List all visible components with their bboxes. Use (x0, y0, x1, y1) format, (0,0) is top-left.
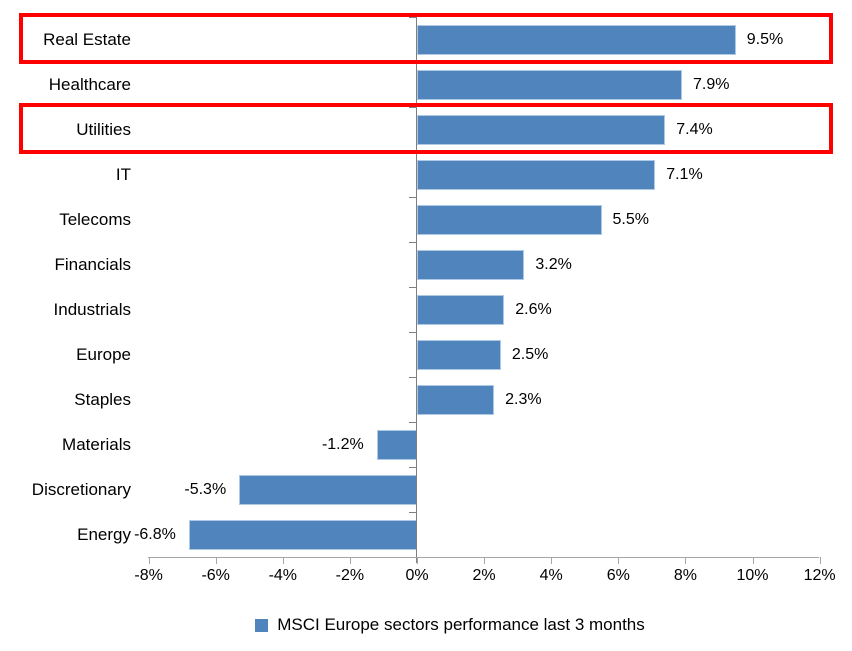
bar-discretionary (239, 474, 417, 505)
value-label-real-estate: 9.5% (746, 31, 784, 48)
value-label-staples: 2.3% (505, 391, 542, 408)
category-label-real-estate: Real Estate (43, 30, 131, 49)
highlight-box-real-estate (19, 13, 833, 64)
value-label-discretionary: -5.3% (184, 481, 227, 498)
category-label-telecoms: Telecoms (59, 210, 131, 229)
category-label-healthcare: Healthcare (48, 75, 131, 94)
category-label-staples: Staples (74, 390, 131, 409)
x-axis-tick (618, 557, 620, 564)
category-label-discretionary: Discretionary (31, 480, 131, 499)
highlight-box-utilities (19, 103, 833, 154)
x-axis-tick (685, 557, 687, 564)
x-axis-tick (349, 557, 351, 564)
x-tick-label--4-: -4% (268, 567, 298, 584)
x-tick-label-6-: 6% (606, 567, 630, 584)
x-tick-label-4-: 4% (539, 567, 563, 584)
x-tick-label-12-: 12% (803, 567, 836, 584)
category-label-energy: Energy (77, 525, 131, 544)
x-tick-label-0-: 0% (405, 567, 429, 584)
legend-label: MSCI Europe sectors performance last 3 m… (277, 615, 645, 634)
x-tick-label-2-: 2% (472, 567, 496, 584)
value-label-utilities: 7.4% (676, 121, 713, 138)
category-label-utilities: Utilities (76, 120, 131, 139)
bar-industrials (417, 294, 505, 325)
y-axis-tick (409, 17, 416, 18)
value-label-industrials: 2.6% (515, 301, 552, 318)
bar-it (417, 159, 656, 190)
category-label-europe: Europe (76, 345, 131, 364)
category-label-materials: Materials (62, 435, 131, 454)
value-label-healthcare: 7.9% (693, 76, 730, 93)
category-label-industrials: Industrials (53, 300, 131, 319)
x-tick-label-8-: 8% (673, 567, 697, 584)
value-label-telecoms: 5.5% (612, 211, 649, 228)
bar-materials (376, 429, 417, 460)
value-label-europe: 2.5% (511, 346, 549, 363)
x-tick-label--8-: -8% (134, 567, 163, 584)
bar-staples (417, 384, 495, 415)
x-tick-label--6-: -6% (201, 567, 230, 584)
category-label-it: IT (115, 165, 131, 184)
x-axis-tick (752, 557, 754, 564)
x-axis-tick (417, 557, 418, 564)
value-label-financials: 3.2% (535, 256, 572, 273)
value-label-energy: -6.8% (134, 526, 176, 543)
x-axis-line (148, 557, 819, 558)
y-axis-tick (409, 377, 416, 378)
y-axis-tick (409, 512, 416, 513)
category-label-financials: Financials (54, 255, 131, 274)
bar-utilities (417, 114, 666, 145)
legend: MSCI Europe sectors performance last 3 m… (48, 611, 852, 639)
y-axis-tick (409, 422, 416, 423)
x-axis-tick (819, 557, 821, 564)
x-tick-label--2-: -2% (335, 567, 365, 584)
x-axis-tick (484, 557, 486, 564)
y-axis-tick (409, 467, 416, 468)
bar-real-estate (417, 24, 736, 55)
value-label-materials: -1.2% (321, 436, 364, 453)
legend-marker-icon (255, 619, 269, 632)
value-label-it: 7.1% (666, 166, 703, 183)
bar-telecoms (417, 204, 602, 235)
x-axis-tick (148, 557, 150, 564)
y-axis-tick (409, 107, 416, 108)
y-axis-tick (409, 242, 416, 243)
bar-energy (188, 519, 417, 550)
bar-financials (417, 249, 525, 280)
y-axis-line (416, 17, 417, 563)
x-axis-tick (551, 557, 553, 564)
x-axis-tick (282, 557, 284, 564)
bar-europe (417, 339, 501, 370)
y-axis-tick (409, 287, 416, 288)
bar-healthcare (417, 69, 683, 100)
x-tick-label-10-: 10% (736, 567, 769, 584)
y-axis-tick (409, 332, 416, 333)
y-axis-tick (409, 197, 416, 198)
x-axis-tick (215, 557, 217, 564)
